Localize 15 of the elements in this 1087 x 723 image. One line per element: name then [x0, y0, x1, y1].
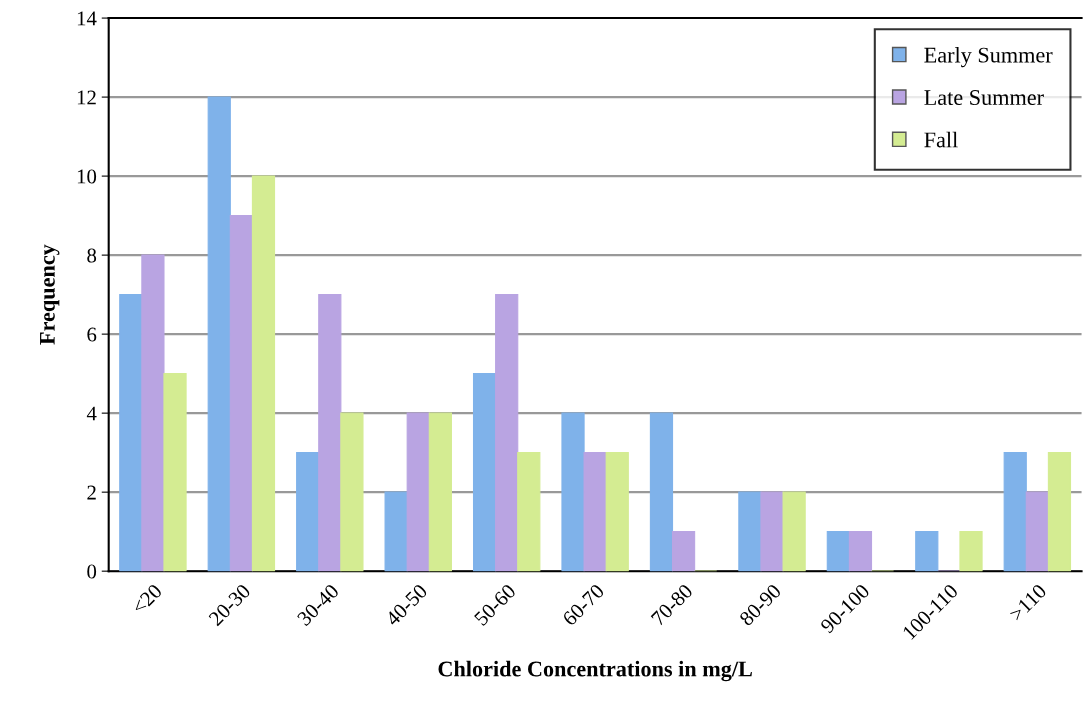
y-tick-label: 6 — [87, 327, 97, 342]
x-tick-label: >110 — [1008, 583, 1048, 622]
x-axis-title: Chloride Concentrations in mg/L — [438, 660, 752, 682]
y-tick-label: 2 — [87, 485, 96, 500]
y-tick-label: 0 — [87, 564, 97, 579]
legend-label: Early Summer — [924, 46, 1053, 68]
y-tick-label: 14 — [77, 11, 97, 26]
legend-label: Late Summer — [924, 90, 1044, 106]
y-tick-label: 4 — [86, 406, 97, 421]
legend-label: Fall — [924, 131, 958, 148]
y-axis-title: Frequency — [40, 244, 60, 345]
x-tick-label: <20 — [131, 583, 163, 615]
y-tick-label: 8 — [87, 248, 97, 263]
y-tick-label: 10 — [77, 169, 97, 184]
y-tick-label: 12 — [77, 90, 96, 105]
